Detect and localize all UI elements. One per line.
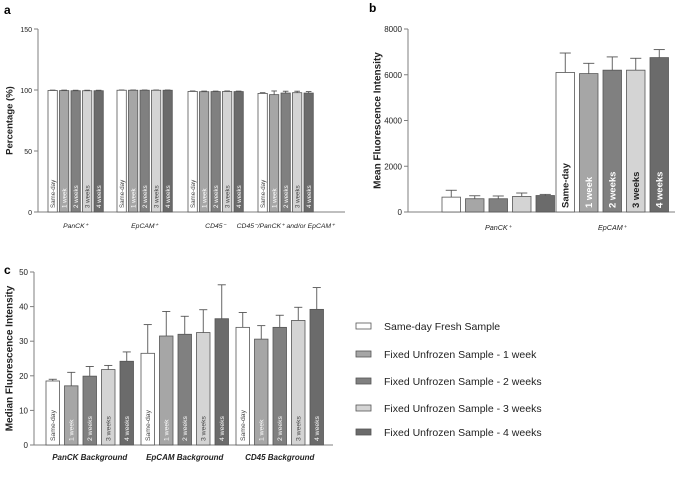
panel-a-letter: a (4, 3, 11, 17)
panel-a-bar-label: Same-day (50, 179, 57, 208)
panel-a-bar-label: 2 weeks (73, 185, 80, 208)
panel-c-bar-label: 3 weeks (201, 415, 208, 441)
panel-c-category-label: CD45 Background (245, 453, 315, 462)
panel-a-y-tick-label: 50 (24, 149, 32, 156)
panel-b-bar (512, 196, 532, 213)
panel-b-category-label: PanCK⁺ (485, 223, 513, 232)
panel-c-bar-label: 1 week (259, 419, 266, 441)
panel-a-bar-label: 4 weeks (236, 185, 243, 208)
panel-c-y-label: Median Fluorescence Intensity (5, 285, 16, 431)
panel-c-y-tick-label: 0 (24, 441, 29, 450)
panel-a-bar-label: 1 week (130, 187, 137, 208)
panel-c-bar-label: 3 weeks (296, 415, 303, 441)
panel-c-bar-label: 4 weeks (124, 415, 131, 441)
panel-a-bar-label: 1 week (201, 187, 208, 208)
legend-label-week2: Fixed Unfrozen Sample - 2 weeks (384, 376, 542, 388)
panel-c-category-label: EpCAM Background (146, 453, 224, 462)
panel-b-category-label: EpCAM⁺ (598, 223, 628, 232)
panel-b-bar-label: 2 weeks (608, 172, 619, 208)
legend-label-week1: Fixed Unfrozen Sample - 1 week (384, 349, 537, 361)
panel-a-bar-label: Same-day (190, 179, 197, 208)
panel-c-bar-label: 2 weeks (182, 415, 189, 441)
panel-a-bar-label: 3 weeks (84, 185, 91, 208)
panel-a-bar-label: 4 weeks (165, 185, 172, 208)
panel-c-bar-label: Same-day (240, 409, 247, 441)
panel-a-bar-label: 4 weeks (306, 185, 313, 208)
panel-c-y-tick-label: 20 (19, 372, 28, 381)
panel-b-y-tick-label: 2000 (384, 162, 402, 171)
panel-c-letter: c (4, 263, 11, 277)
panel-c-bar-label: 4 weeks (219, 415, 226, 441)
panel-b-y-tick-label: 8000 (384, 25, 402, 34)
legend-label-week3: Fixed Unfrozen Sample - 3 weeks (384, 403, 542, 415)
panel-a-category-label: CD45⁻ (205, 223, 227, 230)
panel-c-bar-label: 3 weeks (106, 415, 113, 441)
panel-a-y-tick-label: 150 (20, 27, 32, 34)
panel-a-bar-label: 1 week (61, 187, 68, 208)
panel-c-y-tick-label: 40 (19, 303, 28, 312)
panel-a-y-tick-label: 0 (28, 210, 32, 217)
panel-c-y-tick-label: 50 (19, 268, 28, 277)
legend: Same-day Fresh Sample Fixed Unfrozen Sam… (355, 321, 542, 439)
panel-b-y-tick-label: 6000 (384, 71, 402, 80)
panel-a-category-label: EpCAM⁺ (131, 223, 159, 230)
legend-label-same-day: Same-day Fresh Sample (384, 321, 500, 333)
panel-c-bar-label: 1 week (69, 419, 76, 441)
panel-b-y-tick-label: 0 (398, 208, 403, 217)
panel-a-bar-label: Same-day (119, 179, 126, 208)
panel-c-bar-label: Same-day (50, 409, 57, 441)
legend-swatch-week4 (355, 428, 372, 436)
panel-c-bar-label: 4 weeks (314, 415, 321, 441)
panel-b-bar (535, 195, 555, 213)
panel-a-bar-label: 3 weeks (224, 185, 231, 208)
panel-a-bar-label: 1 week (271, 187, 278, 208)
panel-b-bar (488, 198, 508, 213)
legend-swatch-same-day (355, 322, 372, 330)
panel-c-category-label: PanCK Background (52, 453, 128, 462)
legend-label-week4: Fixed Unfrozen Sample - 4 weeks (384, 427, 542, 439)
panel-b-bar-label: 1 week (584, 176, 595, 208)
legend-swatch-week1 (355, 350, 372, 358)
panel-a-bar-label: 3 weeks (294, 185, 301, 208)
panel-c-bar-label: 2 weeks (87, 415, 94, 441)
panel-a-bar-label: 4 weeks (96, 185, 103, 208)
panel-b-letter: b (369, 1, 376, 15)
panel-b-bar (465, 198, 485, 213)
legend-swatch-week2 (355, 377, 372, 385)
panel-a-category-label: CD45⁻/PanCK⁺ and/or EpCAM⁺ (237, 223, 336, 230)
panel-a-category-label: PanCK⁺ (63, 223, 90, 230)
panel-a-bar-label: Same-day (260, 179, 267, 208)
panel-a-y-tick-label: 100 (20, 88, 32, 95)
panel-c-bar-label: Same-day (145, 409, 152, 441)
panel-b-bar (441, 196, 461, 213)
panel-c-y-tick-label: 30 (19, 337, 28, 346)
panel-a-bar-label: 2 weeks (142, 185, 149, 208)
panel-a-bar-label: 2 weeks (283, 185, 290, 208)
panel-b-y-label: Mean Fluorescence Intensity (373, 52, 384, 189)
panel-a-bar-label: 3 weeks (153, 185, 160, 208)
panel-c-y-tick-label: 10 (19, 406, 28, 415)
panel-c-bar-label: 2 weeks (277, 415, 284, 441)
panel-b-chart: 0 2000 4000 6000 8000 Mean Fluorescence Inten… (373, 25, 675, 232)
panel-b-y-tick-label: 4000 (384, 117, 402, 126)
panel-b-bar-label: Same-day (561, 162, 572, 208)
panel-b-bar-label: 4 weeks (655, 172, 666, 208)
panel-c-bar-label: 1 week (164, 419, 171, 441)
panel-a-bar-label: 2 weeks (213, 185, 220, 208)
panel-a-y-label: Percentage (%) (5, 86, 16, 155)
legend-swatch-week3 (355, 404, 372, 412)
panel-b-bar-label: 3 weeks (631, 172, 642, 208)
panel-a-chart: 0 50 100 150 Percentage (%) Same-day 1 week 2 w… (5, 27, 345, 230)
